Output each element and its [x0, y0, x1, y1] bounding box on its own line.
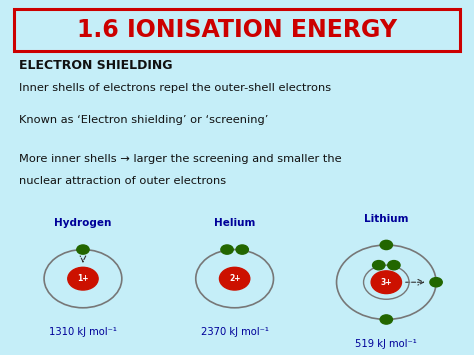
- Text: 1.6 IONISATION ENERGY: 1.6 IONISATION ENERGY: [77, 18, 397, 42]
- Circle shape: [221, 245, 233, 254]
- Circle shape: [219, 267, 250, 290]
- FancyBboxPatch shape: [14, 9, 460, 51]
- Text: More inner shells → larger the screening and smaller the: More inner shells → larger the screening…: [19, 154, 342, 164]
- Text: 519 kJ mol⁻¹: 519 kJ mol⁻¹: [356, 339, 417, 349]
- Circle shape: [236, 245, 248, 254]
- Circle shape: [371, 271, 401, 294]
- Text: Known as ‘Electron shielding’ or ‘screening’: Known as ‘Electron shielding’ or ‘screen…: [19, 115, 268, 125]
- Text: 1310 kJ mol⁻¹: 1310 kJ mol⁻¹: [49, 327, 117, 337]
- Circle shape: [388, 261, 400, 270]
- Text: 2+: 2+: [229, 274, 240, 283]
- Circle shape: [380, 240, 392, 250]
- Text: Inner shells of electrons repel the outer-shell electrons: Inner shells of electrons repel the oute…: [19, 83, 331, 93]
- Circle shape: [380, 315, 392, 324]
- Text: Helium: Helium: [214, 218, 255, 228]
- Circle shape: [430, 278, 442, 287]
- Text: nuclear attraction of outer electrons: nuclear attraction of outer electrons: [19, 176, 226, 186]
- Text: ELECTRON SHIELDING: ELECTRON SHIELDING: [19, 59, 173, 72]
- Text: 3+: 3+: [381, 278, 392, 287]
- Circle shape: [77, 245, 89, 254]
- Text: 1+: 1+: [77, 274, 89, 283]
- Circle shape: [373, 261, 385, 270]
- Text: Hydrogen: Hydrogen: [54, 218, 112, 228]
- Text: Lithium: Lithium: [364, 214, 409, 224]
- Circle shape: [68, 267, 98, 290]
- Text: 2370 kJ mol⁻¹: 2370 kJ mol⁻¹: [201, 327, 269, 337]
